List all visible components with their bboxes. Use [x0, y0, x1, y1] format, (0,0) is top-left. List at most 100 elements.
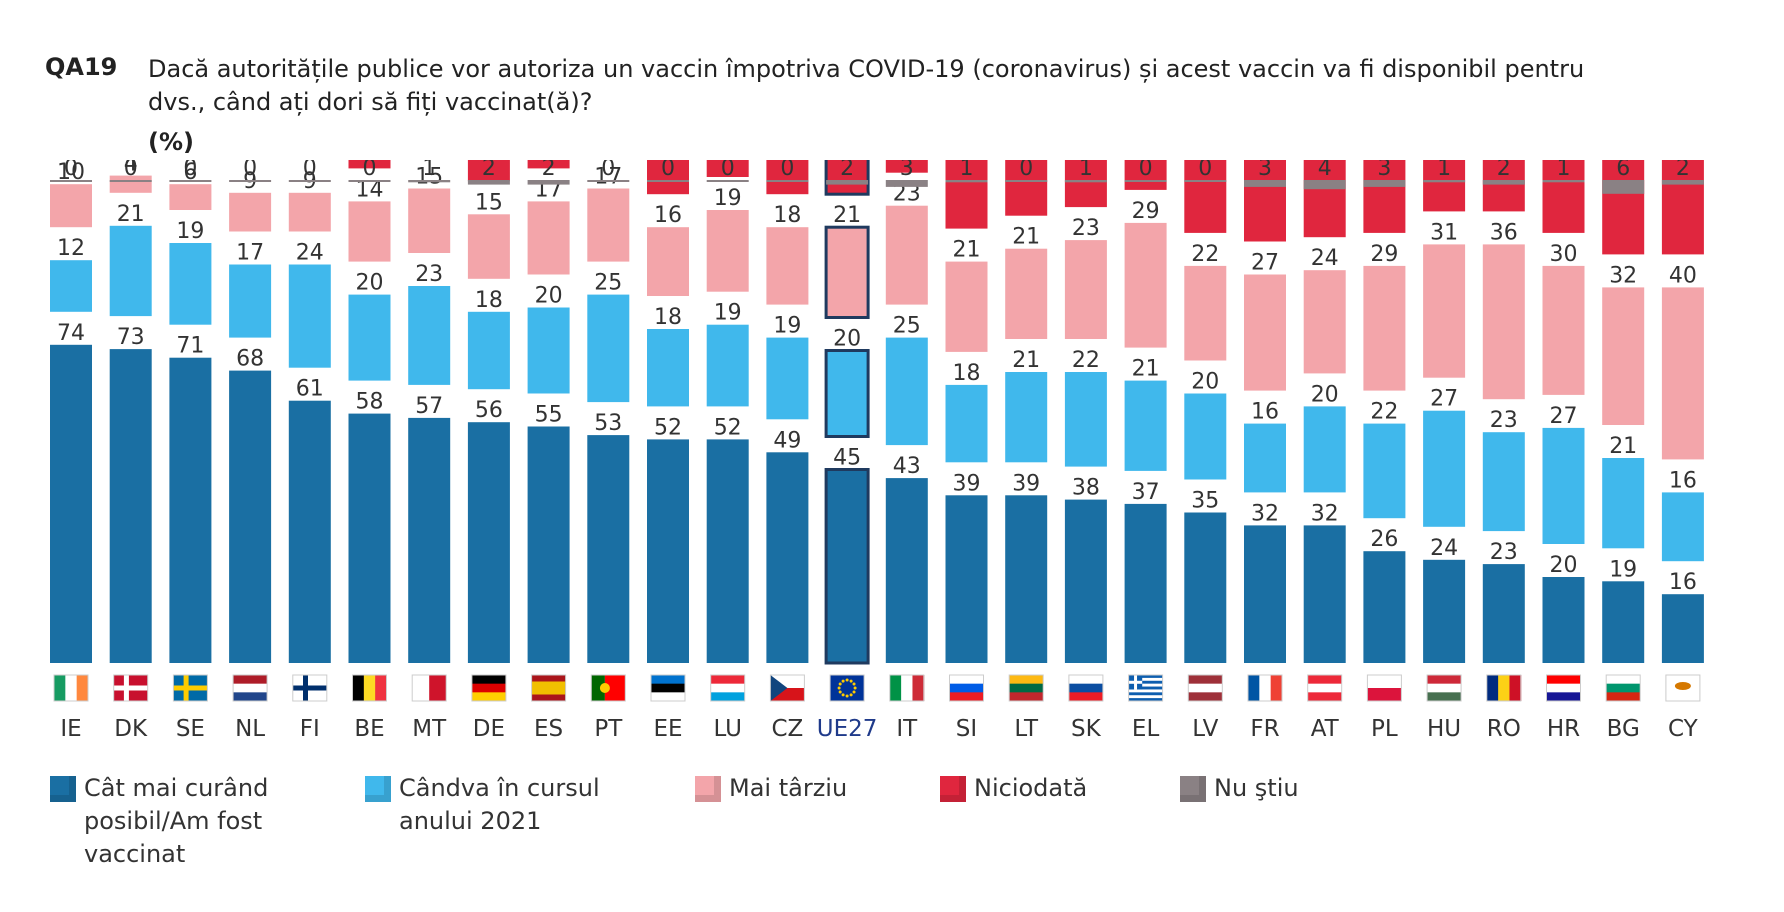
bar-asap-ie: [50, 344, 92, 663]
bar-during_2021-ie: [50, 260, 92, 312]
bar-asap-de: [467, 422, 510, 663]
bar-dont_know-lt: [1005, 180, 1048, 182]
data-label-asap-at: 32: [1311, 501, 1339, 526]
bar-dont_know-lu: [706, 180, 749, 182]
flag-hu-icon: [1426, 674, 1462, 702]
bar-later-mt: [408, 188, 451, 253]
bar-during_2021-be: [348, 294, 391, 381]
data-label-dont_know-dk: 0: [124, 160, 138, 181]
category-label-hu: HU: [1427, 716, 1461, 742]
bar-during_2021-el: [1124, 380, 1167, 471]
bar-dont_know-fr: [1244, 180, 1286, 187]
bar-later-si: [945, 261, 988, 352]
bar-asap-lt: [1005, 495, 1048, 663]
bar-during_2021-at: [1303, 406, 1346, 493]
bar-dont_know-si: [945, 180, 988, 183]
flag-fi-icon: [292, 674, 328, 702]
data-label-asap-se: 71: [176, 334, 204, 359]
flag-nl-icon: [232, 674, 268, 702]
data-label-asap-ee: 52: [654, 415, 682, 440]
bar-dont_know-pl: [1363, 180, 1406, 187]
data-label-later-ro: 36: [1490, 220, 1518, 245]
data-label-dont_know-nl: 0: [243, 160, 257, 181]
legend-label-asap: Cât mai curând posibil/Am fost vaccinat: [84, 772, 268, 871]
data-label-during_2021-lv: 20: [1191, 370, 1219, 395]
bar-dont_know-bg: [1602, 180, 1645, 194]
bar-dont_know-cz: [766, 180, 809, 182]
data-label-during_2021-se: 19: [176, 219, 204, 244]
bar-during_2021-lt: [1005, 372, 1048, 463]
data-label-later-se: 6: [183, 160, 197, 185]
data-label-later-lu: 19: [714, 186, 742, 211]
flag-lu-icon: [710, 674, 746, 702]
flag-lt-icon: [1008, 674, 1044, 702]
category-label-ee: EE: [653, 716, 682, 742]
bar-never-lu: [706, 160, 749, 177]
data-label-asap-mt: 57: [415, 394, 443, 419]
flag-cy-icon: [1665, 674, 1701, 702]
data-label-dont_know-ro: 2: [1497, 160, 1511, 181]
legend-label-line: Nu ştiu: [1214, 774, 1299, 802]
data-label-during_2021-ie: 12: [57, 236, 85, 261]
bar-asap-pl: [1363, 551, 1406, 663]
data-label-asap-pl: 26: [1370, 527, 1398, 552]
data-label-during_2021-ue27: 20: [833, 327, 861, 352]
bar-dont_know-lv: [1184, 180, 1227, 182]
category-label-fr: FR: [1250, 716, 1279, 742]
legend-swatch-asap: [50, 776, 76, 802]
category-label-at: AT: [1311, 716, 1340, 742]
bar-asap-lu: [706, 439, 749, 663]
flag-ie-icon: [53, 674, 89, 702]
bar-never-sk: [1064, 160, 1107, 208]
data-label-asap-si: 39: [953, 471, 981, 496]
bar-asap-se: [169, 357, 212, 663]
legend-item-during_2021: Cândva în cursul anului 2021: [365, 772, 600, 838]
bar-later-ee: [647, 227, 689, 296]
data-label-dont_know-ue27: 2: [840, 160, 854, 181]
bar-never-ro: [1482, 160, 1525, 212]
data-label-during_2021-lt: 21: [1012, 348, 1040, 373]
bar-during_2021-ro: [1482, 432, 1525, 532]
category-label-es: ES: [534, 716, 563, 742]
bar-dont_know-ro: [1482, 180, 1525, 185]
data-label-later-pl: 29: [1370, 242, 1398, 267]
category-label-si: SI: [956, 716, 977, 742]
data-label-during_2021-ee: 18: [654, 305, 682, 330]
legend-label-line: posibil/Am fost: [84, 807, 263, 835]
legend-label-line: Niciodată: [974, 774, 1088, 802]
category-label-mt: MT: [412, 716, 447, 742]
stacked-bar-chart: 74121040IE7321420DK7119640SE6817960NL612…: [50, 160, 1704, 742]
bar-during_2021-mt: [408, 286, 451, 385]
flag-ro-icon: [1486, 674, 1522, 702]
bar-later-dk: [109, 175, 152, 193]
category-label-se: SE: [176, 716, 205, 742]
legend-label-later: Mai târziu: [729, 772, 847, 805]
bar-asap-cy: [1661, 594, 1704, 663]
bar-never-ee: [647, 160, 689, 195]
data-label-during_2021-cz: 19: [773, 314, 801, 339]
data-label-dont_know-hu: 1: [1437, 160, 1451, 181]
data-label-dont_know-sk: 1: [1079, 160, 1093, 181]
data-label-during_2021-be: 20: [356, 271, 384, 296]
flag-si-icon: [949, 674, 984, 702]
flag-se-icon: [172, 674, 208, 702]
bar-never-el: [1124, 160, 1167, 190]
bar-asap-lv: [1184, 512, 1227, 663]
bar-dont_know-pt: [587, 180, 630, 182]
data-label-dont_know-cz: 0: [780, 160, 794, 181]
data-label-dont_know-it: 3: [900, 160, 914, 181]
bar-asap-it: [885, 478, 928, 663]
bar-during_2021-fi: [288, 264, 331, 368]
data-label-dont_know-mt: 1: [422, 160, 436, 181]
legend-label-line: Cât mai curând: [84, 774, 269, 802]
bar-later-nl: [229, 192, 272, 232]
data-label-asap-de: 56: [475, 398, 503, 423]
legend-label-line: Mai târziu: [729, 774, 848, 802]
bar-asap-ue27: [824, 468, 870, 665]
bar-never-be: [348, 160, 391, 169]
data-label-dont_know-at: 4: [1318, 160, 1332, 181]
category-label-ro: RO: [1487, 716, 1521, 742]
data-label-asap-it: 43: [893, 454, 921, 479]
category-label-pt: PT: [594, 716, 623, 742]
bar-during_2021-cz: [766, 337, 809, 420]
